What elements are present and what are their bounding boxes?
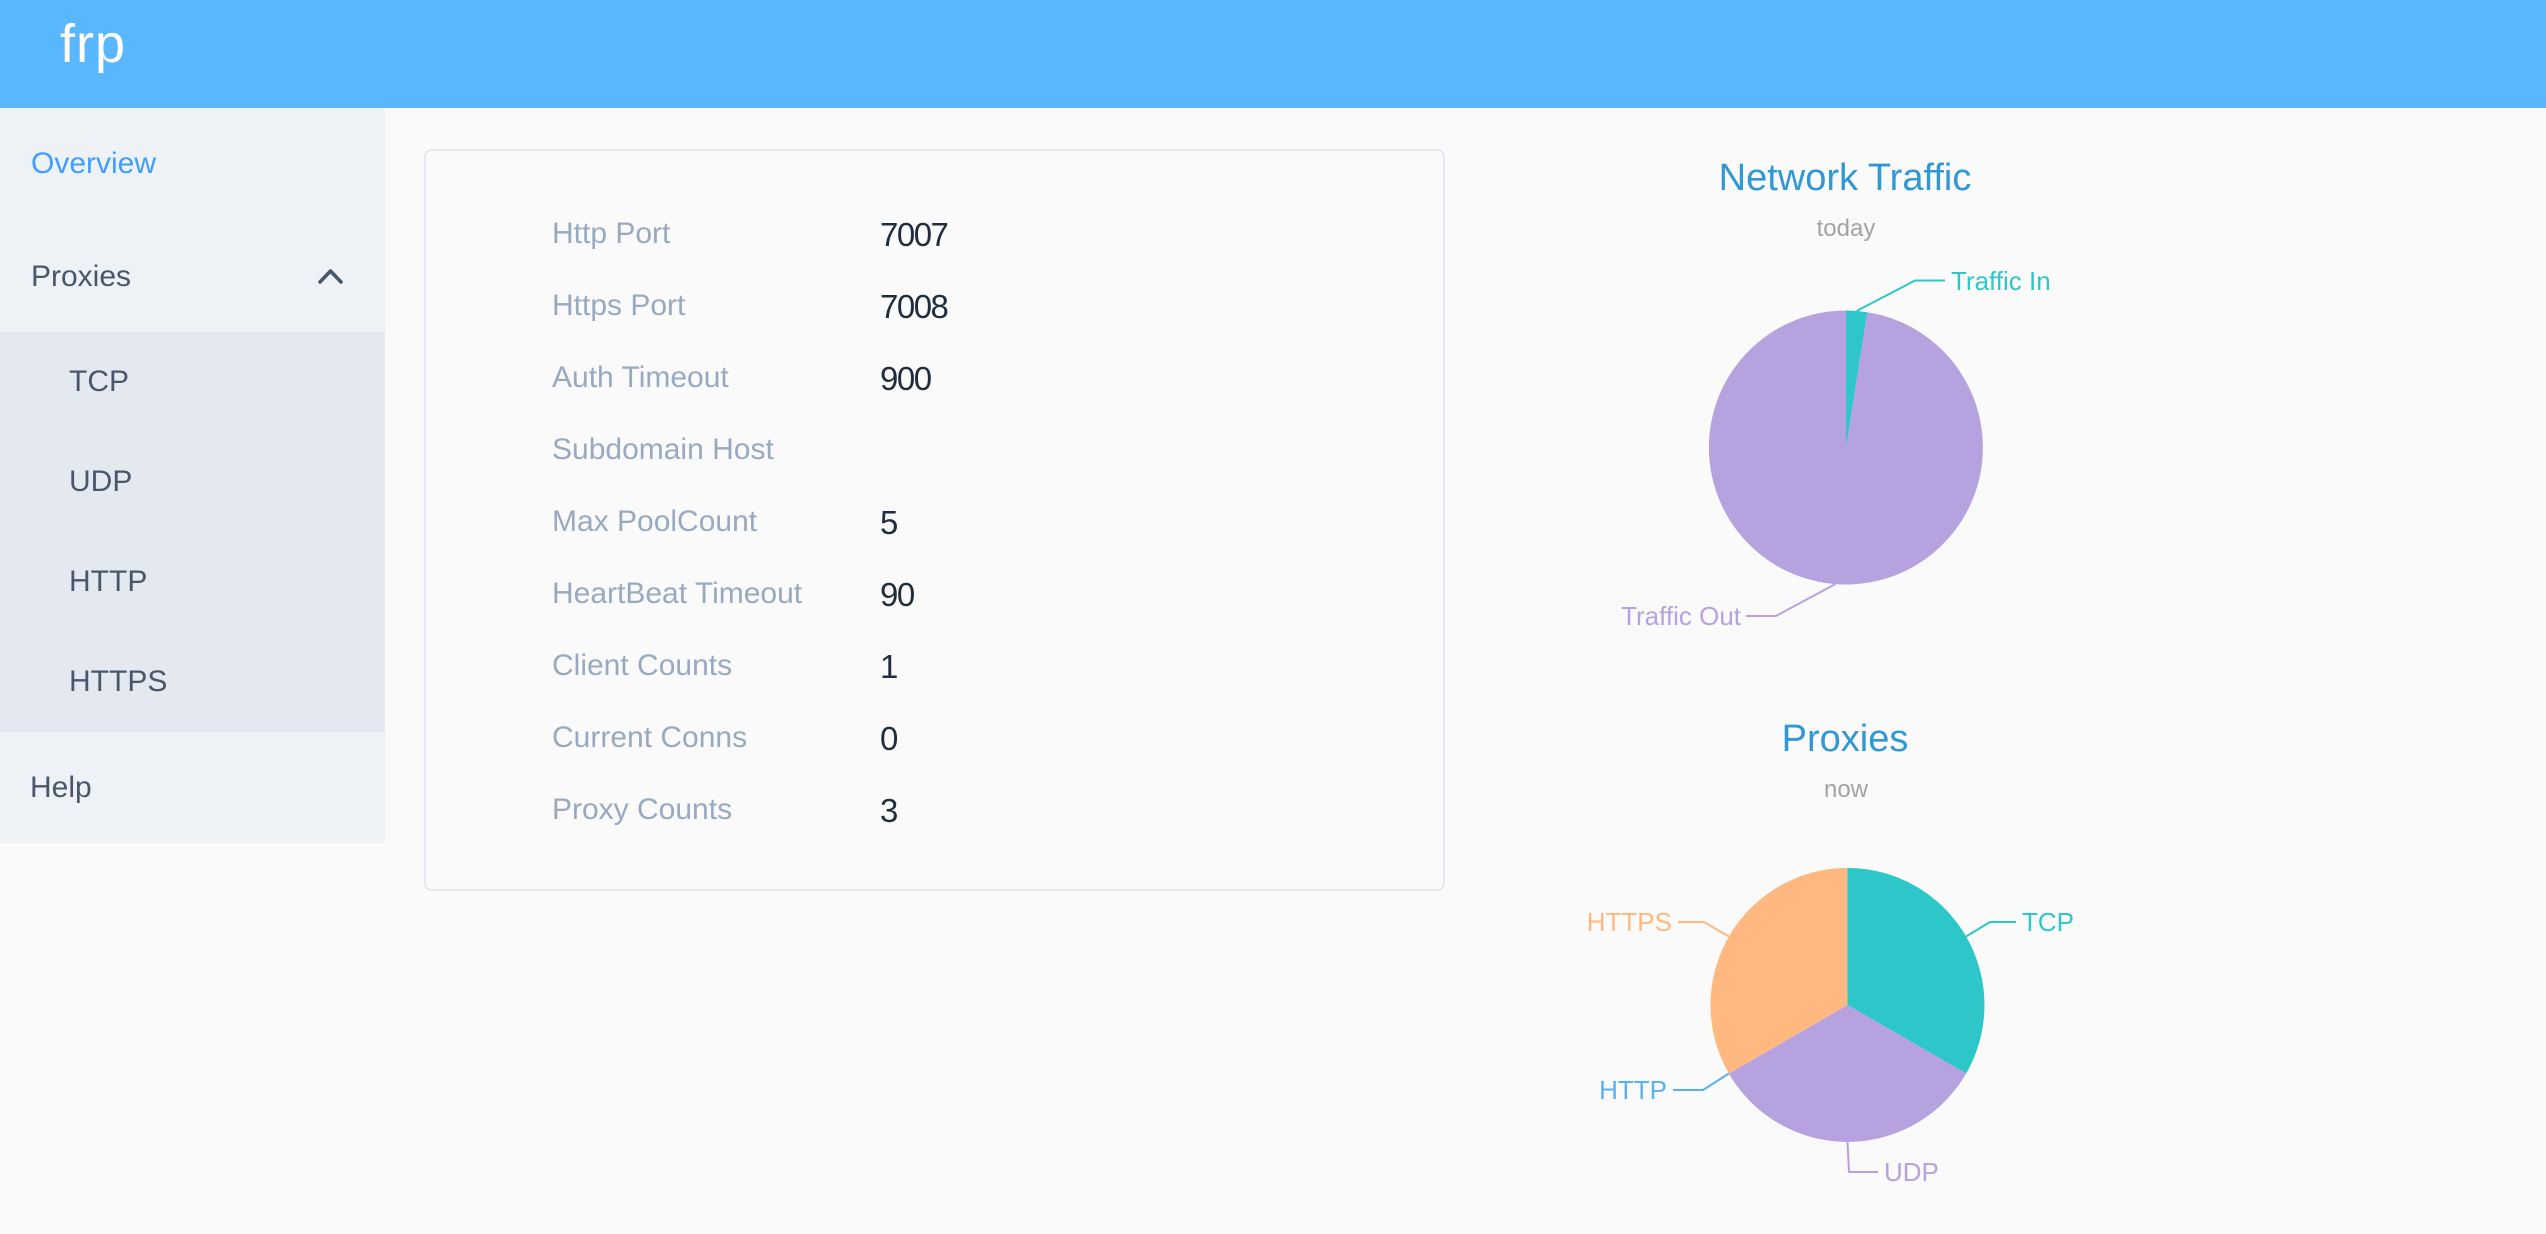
svg-text:Traffic Out: Traffic Out: [1621, 601, 1742, 631]
svg-text:now: now: [1824, 776, 1869, 803]
svg-text:HTTPS: HTTPS: [1587, 907, 1672, 937]
svg-text:TCP: TCP: [2022, 907, 2074, 937]
svg-text:Network Traffic: Network Traffic: [1719, 157, 1972, 199]
svg-text:today: today: [1817, 215, 1876, 242]
svg-text:Traffic In: Traffic In: [1951, 266, 2051, 296]
svg-text:Proxies: Proxies: [1782, 718, 1909, 760]
svg-text:UDP: UDP: [1884, 1157, 1939, 1187]
svg-text:HTTP: HTTP: [1599, 1075, 1667, 1105]
